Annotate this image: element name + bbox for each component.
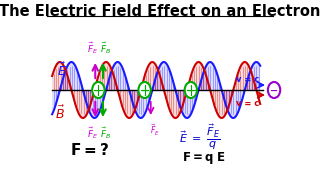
Circle shape bbox=[185, 82, 197, 98]
Circle shape bbox=[268, 82, 280, 98]
Text: $\vec{E}$: $\vec{E}$ bbox=[58, 61, 68, 79]
Circle shape bbox=[92, 82, 105, 98]
Text: −: − bbox=[187, 86, 195, 96]
Text: $\mathbf{F = ?}$: $\mathbf{F = ?}$ bbox=[69, 142, 108, 158]
Circle shape bbox=[139, 82, 151, 98]
Text: $\vec{F}_B$: $\vec{F}_B$ bbox=[100, 125, 112, 141]
Text: $\vec{F}_E$: $\vec{F}_E$ bbox=[86, 40, 98, 56]
Text: $\vec{F}_E$: $\vec{F}_E$ bbox=[86, 125, 98, 141]
Text: $\vec{F}_E$: $\vec{F}_E$ bbox=[150, 123, 160, 138]
Text: $\vec{F}_B$: $\vec{F}_B$ bbox=[100, 40, 112, 56]
Text: $\mathbf{F = q\ E}$: $\mathbf{F = q\ E}$ bbox=[182, 150, 226, 166]
Text: The Electric Field Effect on an Electron: The Electric Field Effect on an Electron bbox=[0, 3, 320, 19]
Text: v = c: v = c bbox=[236, 98, 259, 107]
Text: −: − bbox=[140, 86, 149, 96]
Text: v = c: v = c bbox=[236, 75, 259, 84]
Text: $\vec{B}$: $\vec{B}$ bbox=[55, 104, 65, 122]
Text: −: − bbox=[94, 86, 102, 96]
Text: −: − bbox=[270, 86, 278, 96]
Text: $\vec{E}\ =\ \dfrac{\vec{F}_E}{q}$: $\vec{E}\ =\ \dfrac{\vec{F}_E}{q}$ bbox=[179, 123, 221, 152]
